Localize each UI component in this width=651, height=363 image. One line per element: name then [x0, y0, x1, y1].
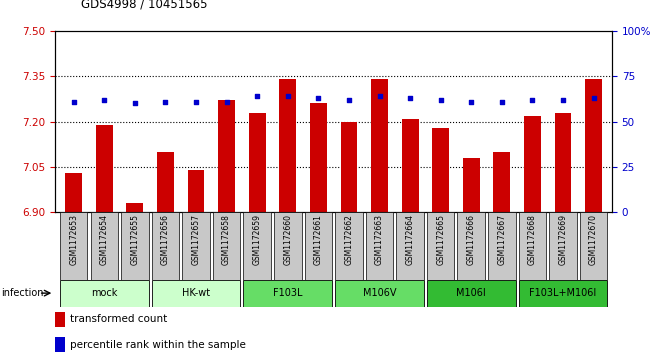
Bar	[427, 280, 516, 307]
Bar	[55, 312, 65, 327]
Point	[191, 99, 201, 105]
Bar	[396, 212, 424, 280]
Bar	[427, 212, 454, 280]
Point	[283, 93, 293, 99]
Text: GSM1172657: GSM1172657	[191, 215, 201, 265]
Bar	[524, 115, 541, 212]
Bar	[55, 337, 65, 352]
Text: percentile rank within the sample: percentile rank within the sample	[70, 340, 246, 350]
Bar	[555, 113, 572, 212]
Text: transformed count: transformed count	[70, 314, 167, 325]
Bar	[187, 170, 204, 212]
Bar	[90, 212, 118, 280]
Text: GSM1172664: GSM1172664	[406, 215, 415, 265]
Bar	[218, 101, 235, 212]
Text: M106V: M106V	[363, 288, 396, 298]
Bar	[126, 203, 143, 212]
Text: GSM1172670: GSM1172670	[589, 215, 598, 265]
Point	[405, 95, 415, 101]
Bar	[335, 280, 424, 307]
Text: M106I: M106I	[456, 288, 486, 298]
Point	[160, 99, 171, 105]
Text: GSM1172666: GSM1172666	[467, 215, 476, 265]
Point	[497, 99, 507, 105]
Text: mock: mock	[91, 288, 117, 298]
Bar	[152, 212, 179, 280]
Text: GSM1172663: GSM1172663	[375, 215, 384, 265]
Bar	[305, 212, 332, 280]
Bar	[488, 212, 516, 280]
Text: F103L+M106I: F103L+M106I	[529, 288, 596, 298]
Bar	[432, 128, 449, 212]
Bar	[310, 103, 327, 212]
Text: GSM1172662: GSM1172662	[344, 215, 353, 265]
Text: GSM1172653: GSM1172653	[69, 215, 78, 265]
Bar	[65, 173, 82, 212]
Bar	[493, 152, 510, 212]
Bar	[335, 212, 363, 280]
Bar	[213, 212, 240, 280]
Bar	[549, 212, 577, 280]
Bar	[519, 280, 607, 307]
Point	[130, 101, 140, 106]
Bar	[463, 158, 480, 212]
Text: F103L: F103L	[273, 288, 303, 298]
Point	[68, 99, 79, 105]
Text: GSM1172655: GSM1172655	[130, 215, 139, 265]
Bar	[60, 212, 87, 280]
Bar	[121, 212, 148, 280]
Text: GSM1172669: GSM1172669	[559, 215, 568, 265]
Bar	[585, 79, 602, 212]
Bar	[157, 152, 174, 212]
Point	[589, 95, 599, 101]
Text: GSM1172665: GSM1172665	[436, 215, 445, 265]
Text: GSM1172656: GSM1172656	[161, 215, 170, 265]
Text: GSM1172660: GSM1172660	[283, 215, 292, 265]
Bar	[402, 119, 419, 212]
Bar	[96, 125, 113, 212]
Bar	[519, 212, 546, 280]
Bar	[243, 280, 332, 307]
Bar	[458, 212, 485, 280]
Point	[252, 93, 262, 99]
Bar	[580, 212, 607, 280]
Bar	[279, 79, 296, 212]
Point	[344, 97, 354, 103]
Text: GSM1172668: GSM1172668	[528, 215, 537, 265]
Bar	[274, 212, 301, 280]
Bar	[60, 280, 148, 307]
Bar	[366, 212, 393, 280]
Bar	[249, 113, 266, 212]
Text: HK-wt: HK-wt	[182, 288, 210, 298]
Text: GSM1172654: GSM1172654	[100, 215, 109, 265]
Text: GSM1172667: GSM1172667	[497, 215, 506, 265]
Bar	[371, 79, 388, 212]
Point	[313, 95, 324, 101]
Text: infection: infection	[1, 288, 44, 298]
Point	[374, 93, 385, 99]
Point	[221, 99, 232, 105]
Text: GSM1172658: GSM1172658	[222, 215, 231, 265]
Point	[558, 97, 568, 103]
Point	[466, 99, 477, 105]
Bar	[243, 212, 271, 280]
Point	[436, 97, 446, 103]
Text: GSM1172661: GSM1172661	[314, 215, 323, 265]
Text: GSM1172659: GSM1172659	[253, 215, 262, 265]
Text: GDS4998 / 10451565: GDS4998 / 10451565	[81, 0, 208, 11]
Bar	[152, 280, 240, 307]
Bar	[340, 122, 357, 212]
Bar	[182, 212, 210, 280]
Point	[99, 97, 109, 103]
Point	[527, 97, 538, 103]
